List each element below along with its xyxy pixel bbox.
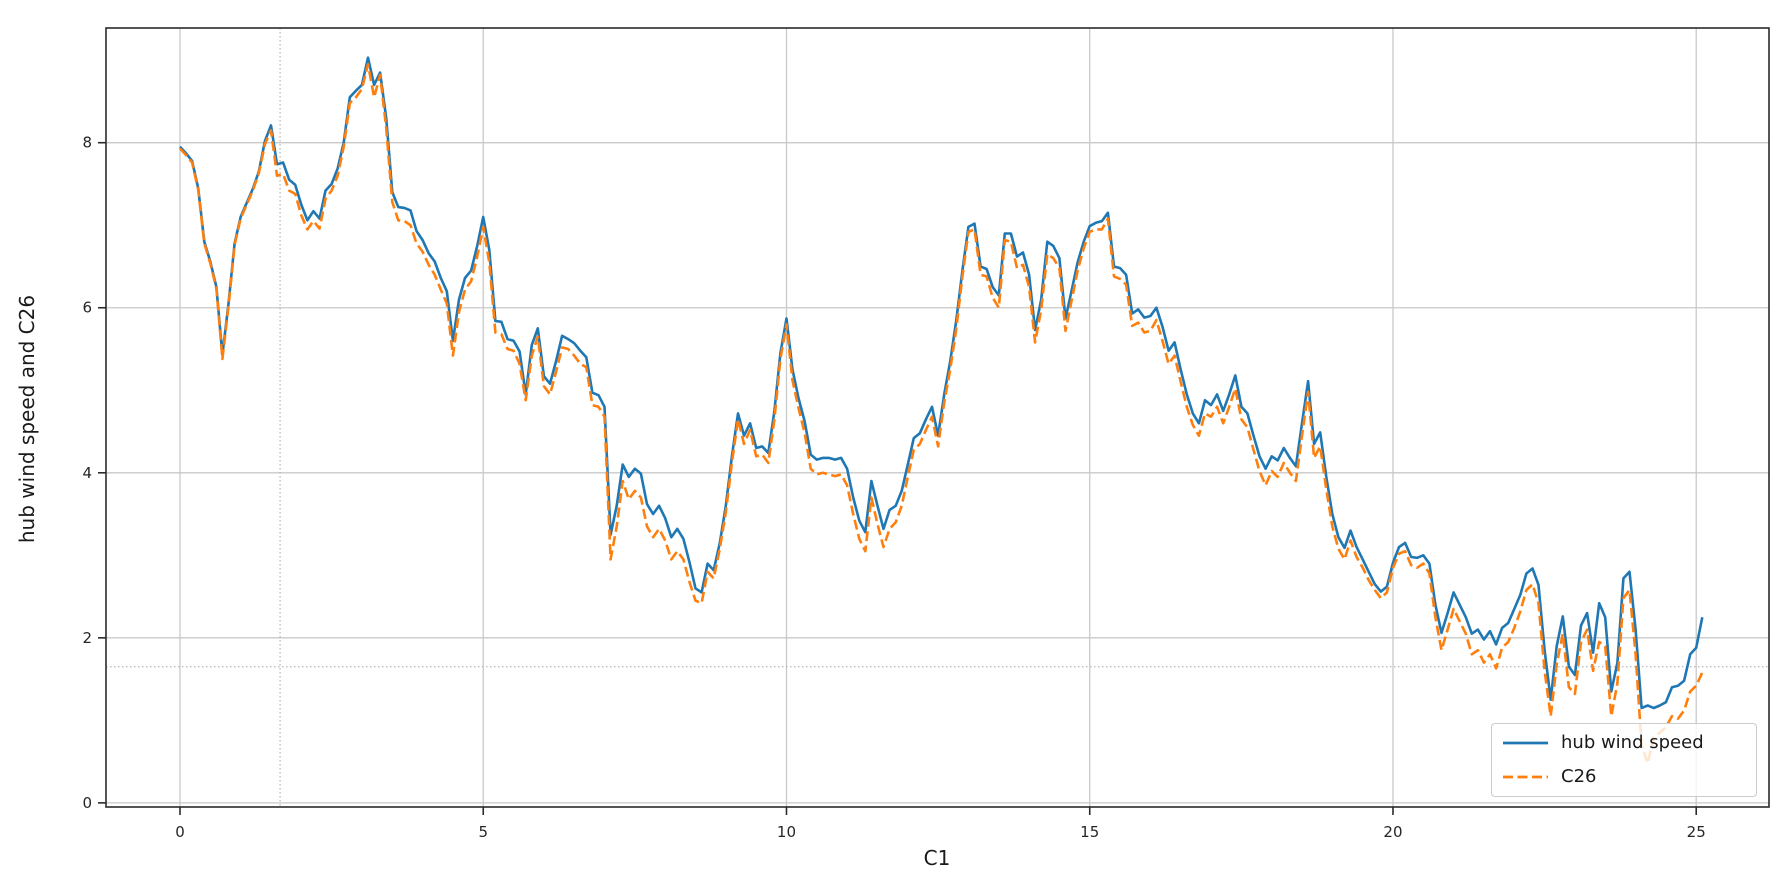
x-tick-label: 10 [777,823,796,841]
series-line-hub-wind-speed [179,56,1704,710]
y-tick-label: 4 [82,464,92,482]
y-tick-label: 6 [82,299,92,317]
legend-dashed-line-icon [1503,775,1548,779]
legend: hub wind speed C26 [1491,723,1757,797]
x-tick-label: 0 [175,823,185,841]
y-tick-label: 2 [82,629,92,647]
legend-item-hub-wind-speed: hub wind speed [1502,726,1746,760]
y-tick-label: 0 [82,794,92,812]
y-tick-label: 8 [82,134,92,152]
y-axis-label: hub wind speed and C26 [15,294,39,544]
legend-solid-line-icon [1503,741,1548,745]
x-tick-label: 20 [1383,823,1402,841]
x-tick-label: 25 [1687,823,1706,841]
legend-label-hub-wind-speed: hub wind speed [1561,732,1704,753]
x-tick-label: 5 [478,823,488,841]
legend-item-c26: C26 [1502,760,1746,794]
series-line-c26 [179,63,1704,765]
x-axis-label: C1 [923,846,951,870]
legend-label-c26: C26 [1561,766,1597,787]
x-tick-label: 15 [1080,823,1099,841]
axes-spines [105,27,1770,808]
